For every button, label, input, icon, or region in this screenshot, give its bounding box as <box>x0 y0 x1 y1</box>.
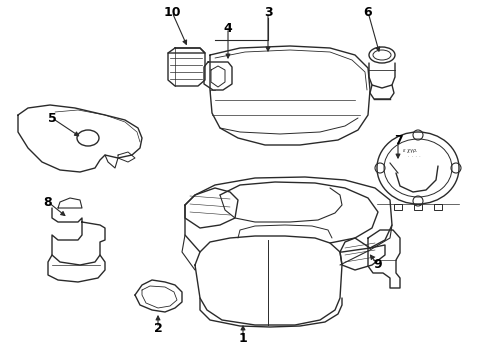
Text: 7: 7 <box>393 134 402 147</box>
Text: 4: 4 <box>223 22 232 35</box>
Bar <box>394 204 402 210</box>
Text: 1: 1 <box>239 332 247 345</box>
Text: 2: 2 <box>154 321 162 334</box>
Text: 5: 5 <box>48 112 56 125</box>
Text: 3: 3 <box>264 5 272 18</box>
Text: 9: 9 <box>374 258 382 271</box>
Text: 10: 10 <box>163 5 181 18</box>
Text: 8: 8 <box>44 195 52 208</box>
Text: 6: 6 <box>364 5 372 18</box>
Text: ε χγρ.: ε χγρ. <box>403 148 417 153</box>
Text: ·  ·  ·  ·: · · · · <box>408 155 420 159</box>
Bar <box>434 204 442 210</box>
Bar <box>414 204 422 210</box>
